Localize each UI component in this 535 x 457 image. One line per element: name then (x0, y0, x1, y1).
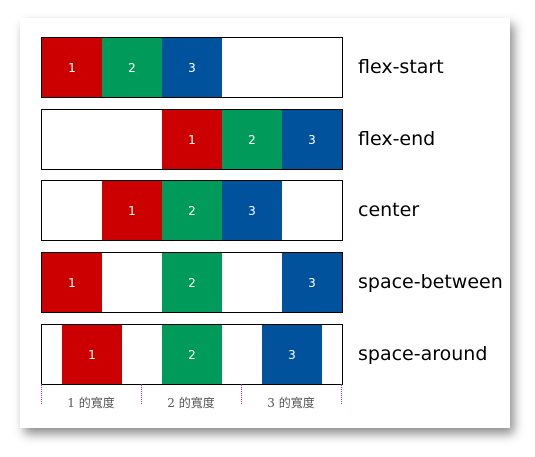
ruler-tick (41, 384, 42, 404)
row-flex-end: 1 2 3 (41, 109, 343, 170)
item-1: 1 (62, 325, 122, 384)
label-flex-end: flex-end (358, 128, 436, 150)
flex-container: 1 2 3 (41, 324, 343, 385)
flex-container: 1 2 3 (41, 37, 343, 98)
flex-container: 1 2 3 (41, 109, 343, 170)
item-2: 2 (162, 181, 222, 240)
width-ruler: 1 的寬度 2 的寬度 3 的寬度 (41, 384, 343, 414)
item-1: 1 (102, 181, 162, 240)
label-space-around: space-around (358, 343, 488, 365)
row-space-between: 1 2 3 (41, 252, 343, 313)
item-3: 3 (222, 181, 282, 240)
diagram-card: 1 2 3 flex-start 1 2 3 flex-end 1 2 3 ce… (20, 18, 510, 428)
item-2: 2 (222, 110, 282, 169)
row-space-around: 1 2 3 (41, 324, 343, 385)
label-center: center (358, 199, 420, 221)
item-2: 2 (162, 253, 222, 312)
row-flex-start: 1 2 3 (41, 37, 343, 98)
ruler-label-3: 3 的寬度 (267, 396, 315, 410)
flex-container: 1 2 3 (41, 252, 343, 313)
item-1: 1 (42, 253, 102, 312)
label-flex-start: flex-start (358, 56, 444, 78)
ruler-label-2: 2 的寬度 (167, 396, 215, 410)
ruler-tick (341, 384, 342, 404)
ruler-tick (141, 384, 142, 404)
item-3: 3 (262, 325, 322, 384)
item-3: 3 (282, 253, 342, 312)
ruler-tick (241, 384, 242, 404)
item-3: 3 (162, 38, 222, 97)
item-2: 2 (162, 325, 222, 384)
item-2: 2 (102, 38, 162, 97)
item-1: 1 (42, 38, 102, 97)
label-space-between: space-between (358, 271, 503, 293)
item-3: 3 (282, 110, 342, 169)
flex-container: 1 2 3 (41, 180, 343, 241)
item-1: 1 (162, 110, 222, 169)
row-center: 1 2 3 (41, 180, 343, 241)
ruler-label-1: 1 的寬度 (67, 396, 115, 410)
